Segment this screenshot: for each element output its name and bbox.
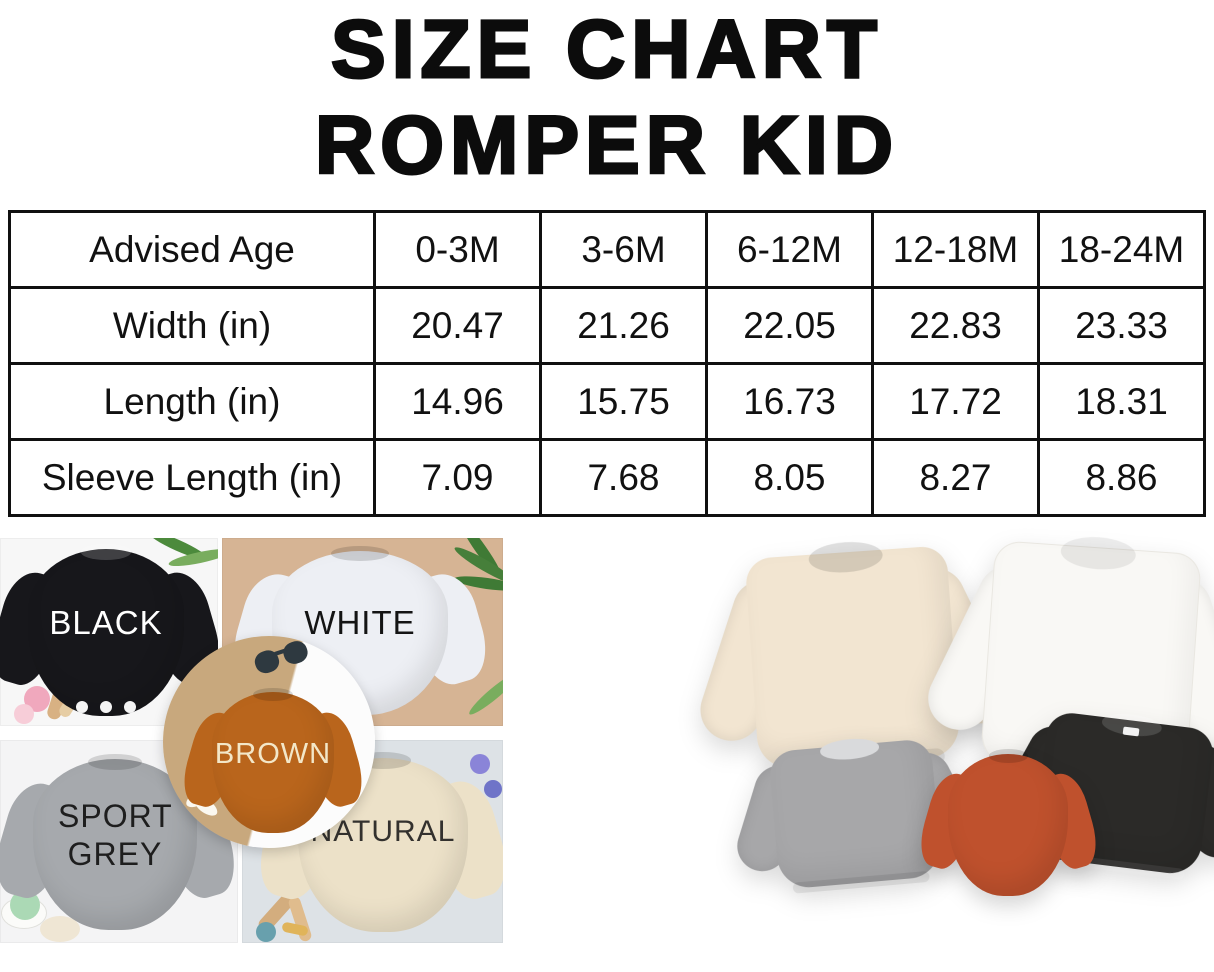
table-cell: 7.68 [539, 438, 708, 517]
neck-tag-icon [1123, 726, 1140, 736]
romper-body [948, 753, 1068, 896]
flower-cluster-icon [484, 780, 502, 798]
table-row-width: Width (in) 20.47 21.26 22.05 22.83 23.33 [8, 286, 1206, 365]
table-cell: 22.05 [705, 286, 874, 365]
table-cell: 23.33 [1037, 286, 1206, 365]
col-header: 12-18M [871, 210, 1040, 289]
sunglasses-icon [252, 638, 312, 680]
table-cell: 18.31 [1037, 362, 1206, 441]
romper-body [27, 549, 185, 717]
toy-wheel-icon [256, 922, 276, 942]
table-cell: 8.27 [871, 438, 1040, 517]
romper-black: BLACK [0, 544, 218, 720]
toy-wheel-icon [14, 704, 34, 724]
table-cell: 7.09 [373, 438, 542, 517]
col-header: 18-24M [1037, 210, 1206, 289]
variant-label-white: WHITE [304, 604, 416, 642]
table-cell: 17.72 [871, 362, 1040, 441]
size-table: Advised Age 0-3M 3-6M 6-12M 12-18M 18-24… [8, 210, 1206, 517]
col-header: 6-12M [705, 210, 874, 289]
romper-brown: BROWN [177, 688, 369, 836]
romper-collar [988, 749, 1028, 763]
table-row-length: Length (in) 14.96 15.75 16.73 17.72 18.3… [8, 362, 1206, 441]
table-cell: 14.96 [373, 362, 542, 441]
sweatshirt-body [768, 738, 943, 890]
romper-body [212, 692, 334, 834]
table-cell: 8.05 [705, 438, 874, 517]
flower-cluster-icon [470, 754, 490, 774]
corner-label: Advised Age [8, 210, 376, 289]
variant-label-brown: BROWN [214, 738, 332, 771]
photo-black-romper: BLACK [0, 538, 218, 726]
table-cell: 16.73 [705, 362, 874, 441]
romper-collar [88, 754, 142, 771]
title-block: SIZE CHART ROMPER KID [0, 2, 1214, 194]
sweatshirt-group-photo [692, 534, 1214, 909]
table-header-row: Advised Age 0-3M 3-6M 6-12M 12-18M 18-24… [8, 210, 1206, 289]
row-label: Sleeve Length (in) [8, 438, 376, 517]
table-cell: 8.86 [1037, 438, 1206, 517]
variant-label-sport-grey: SPORT GREY [58, 798, 173, 873]
toy-shoe-icon [40, 916, 80, 942]
photo-brown-romper-circle: BROWN [163, 636, 375, 848]
table-cell: 20.47 [373, 286, 542, 365]
table-row-sleeve-length: Sleeve Length (in) 7.09 7.68 8.05 8.27 8… [8, 438, 1206, 517]
page-title-line2: ROMPER KID [314, 99, 899, 193]
table-cell: 22.83 [871, 286, 1040, 365]
romper-collar [80, 544, 132, 560]
table-cell: 15.75 [539, 362, 708, 441]
sweatshirt-grey [731, 734, 986, 900]
col-header: 0-3M [373, 210, 542, 289]
variant-label-black: BLACK [49, 603, 163, 641]
col-header: 3-6M [539, 210, 708, 289]
snap-buttons-icon [8, 700, 204, 713]
color-variant-collage: BLACK WHITE [0, 538, 503, 943]
row-label: Width (in) [8, 286, 376, 365]
romper-sport-grey: SPORT GREY [0, 754, 238, 934]
romper-orange [913, 749, 1103, 899]
romper-collar [331, 546, 389, 562]
romper-collar [253, 688, 293, 702]
row-label: Length (in) [8, 362, 376, 441]
romper-body [32, 759, 198, 931]
page-title-line1: SIZE CHART [330, 3, 883, 97]
table-cell: 21.26 [539, 286, 708, 365]
